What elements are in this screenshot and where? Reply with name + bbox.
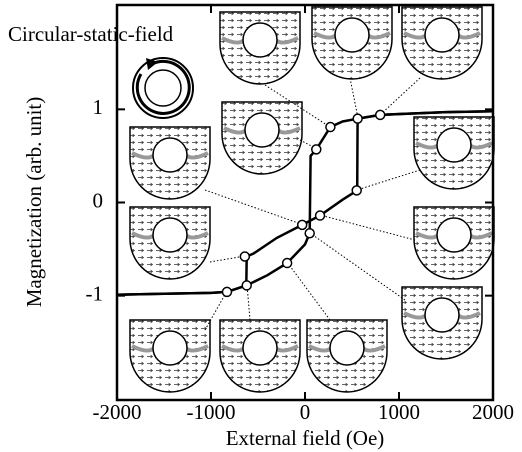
marker bbox=[314, 210, 326, 221]
y-tick-label: -1 bbox=[86, 281, 104, 305]
field-icon bbox=[132, 57, 194, 119]
marker bbox=[241, 280, 252, 291]
marker bbox=[352, 113, 363, 124]
x-tick-label: 1000 bbox=[378, 400, 420, 424]
marker bbox=[351, 185, 362, 196]
marker bbox=[296, 219, 308, 231]
marker bbox=[221, 286, 233, 298]
y-tick-label: 1 bbox=[93, 95, 104, 119]
x-axis-title: External field (Oe) bbox=[226, 426, 385, 450]
marker bbox=[374, 109, 386, 121]
marker bbox=[311, 144, 322, 155]
y-axis-title: Magnetization (arb. unit) bbox=[22, 97, 46, 308]
x-tick-label: 0 bbox=[300, 400, 311, 424]
annotation: Circular-static-field bbox=[8, 22, 174, 46]
x-tick-label: 2000 bbox=[472, 400, 514, 424]
marker bbox=[325, 121, 336, 133]
marker bbox=[304, 227, 315, 239]
marker bbox=[239, 251, 251, 262]
insets bbox=[128, 5, 496, 394]
x-tick-label: -1000 bbox=[187, 400, 236, 424]
x-tick-label: -2000 bbox=[93, 400, 142, 424]
y-tick-label: 0 bbox=[93, 188, 104, 212]
marker bbox=[281, 257, 293, 269]
